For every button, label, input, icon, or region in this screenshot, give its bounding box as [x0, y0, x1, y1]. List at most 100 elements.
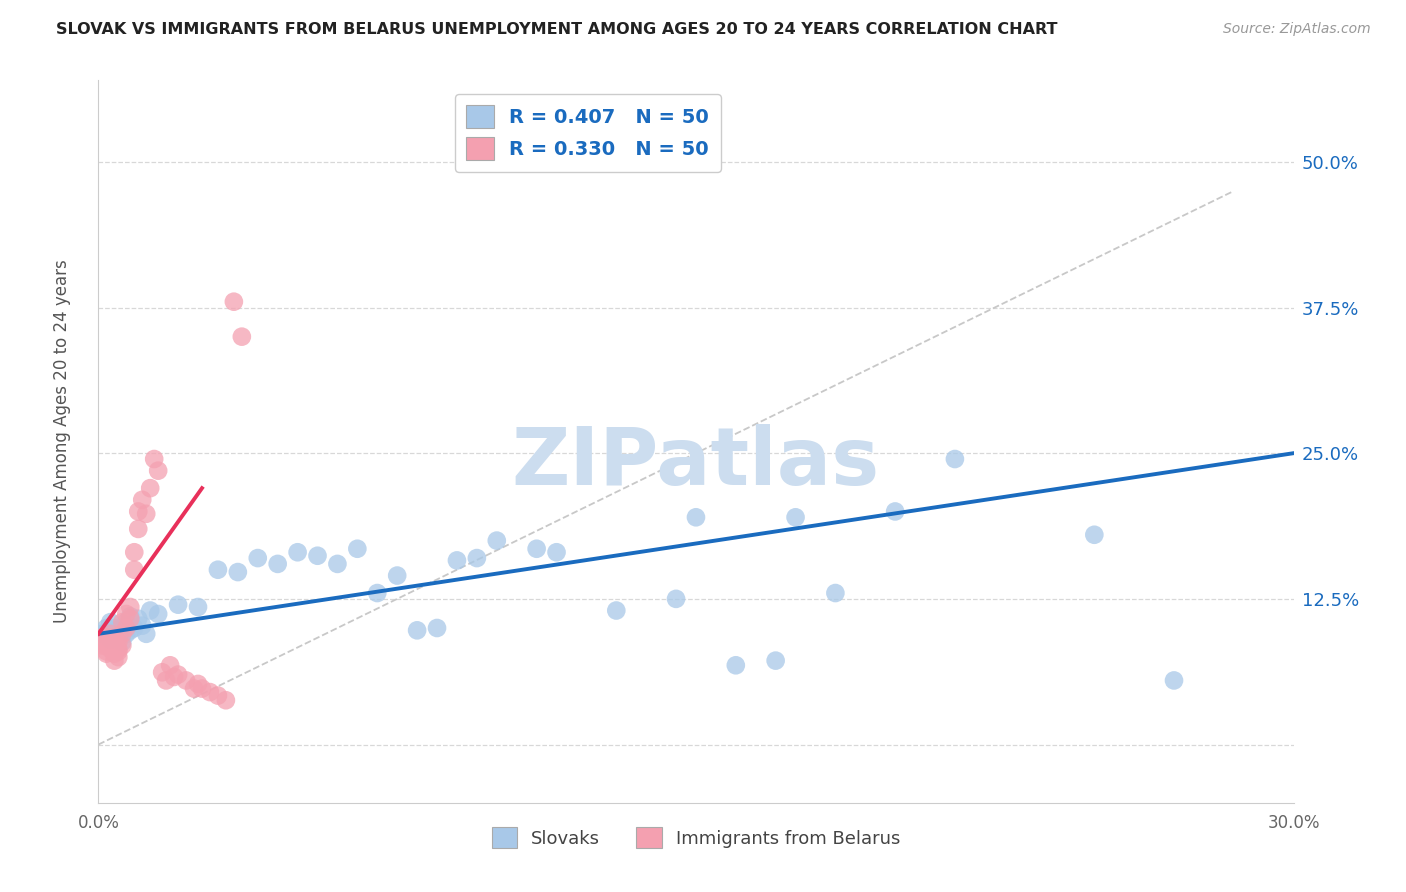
Point [148, 464, 170, 478]
Point [167, 598, 190, 612]
Point [91, 632, 114, 647]
Legend: Slovaks, Immigrants from Belarus: Slovaks, Immigrants from Belarus [481, 816, 911, 859]
Point [246, 551, 269, 566]
Point [163, 670, 186, 684]
Point [943, 452, 966, 467]
Point [131, 492, 153, 507]
Point [127, 612, 149, 626]
Point [287, 545, 309, 559]
Point [98, 615, 122, 630]
Point [103, 639, 125, 653]
Point [115, 607, 138, 621]
Point [96, 644, 118, 658]
Point [98, 642, 122, 657]
Point [139, 481, 162, 495]
Point [96, 621, 118, 635]
Point [765, 654, 787, 668]
Point [111, 615, 134, 630]
Point [115, 615, 138, 630]
Point [120, 600, 142, 615]
Point [406, 624, 429, 638]
Point [385, 568, 409, 582]
Point [139, 603, 162, 617]
Text: Source: ZipAtlas.com: Source: ZipAtlas.com [1223, 22, 1371, 37]
Point [226, 565, 249, 579]
Point [326, 557, 349, 571]
Point [174, 673, 197, 688]
Point [724, 658, 747, 673]
Point [111, 621, 134, 635]
Point [107, 650, 129, 665]
Point [111, 635, 134, 649]
Point [307, 549, 329, 563]
Point [167, 667, 190, 681]
Point [198, 685, 221, 699]
Text: ZIPatlas: ZIPatlas [512, 425, 880, 502]
Point [546, 545, 568, 559]
Point [107, 642, 129, 657]
Point [120, 624, 142, 638]
Point [150, 665, 173, 680]
Y-axis label: Unemployment Among Ages 20 to 24 years: Unemployment Among Ages 20 to 24 years [52, 260, 70, 624]
Point [183, 681, 205, 696]
Point [124, 621, 146, 635]
Point [446, 553, 468, 567]
Point [91, 639, 114, 653]
Point [103, 647, 125, 661]
Point [103, 627, 125, 641]
Point [103, 654, 125, 668]
Point [120, 609, 142, 624]
Point [96, 639, 118, 653]
Point [98, 632, 122, 647]
Point [115, 621, 138, 635]
Point [143, 452, 166, 467]
Point [267, 557, 290, 571]
Point [884, 504, 907, 518]
Point [98, 632, 122, 647]
Point [155, 673, 177, 688]
Point [131, 618, 153, 632]
Point [366, 586, 388, 600]
Point [111, 639, 134, 653]
Point [135, 627, 157, 641]
Point [107, 630, 129, 644]
Point [115, 627, 138, 641]
Point [222, 294, 245, 309]
Point [1083, 528, 1105, 542]
Point [785, 510, 807, 524]
Point [111, 627, 134, 641]
Point [148, 607, 170, 621]
Point [127, 504, 149, 518]
Point [485, 533, 508, 548]
Point [207, 563, 229, 577]
Point [107, 635, 129, 649]
Point [215, 693, 238, 707]
Point [120, 612, 142, 626]
Point [191, 681, 214, 696]
Point [98, 635, 122, 649]
Point [685, 510, 707, 524]
Point [107, 624, 129, 638]
Point [127, 522, 149, 536]
Point [124, 545, 146, 559]
Point [107, 644, 129, 658]
Point [98, 627, 122, 641]
Point [135, 507, 157, 521]
Point [346, 541, 368, 556]
Point [187, 600, 209, 615]
Point [96, 630, 118, 644]
Point [207, 689, 229, 703]
Point [91, 630, 114, 644]
Point [187, 677, 209, 691]
Point [526, 541, 548, 556]
Text: SLOVAK VS IMMIGRANTS FROM BELARUS UNEMPLOYMENT AMONG AGES 20 TO 24 YEARS CORRELA: SLOVAK VS IMMIGRANTS FROM BELARUS UNEMPL… [56, 22, 1057, 37]
Point [231, 329, 253, 343]
Point [465, 551, 488, 566]
Point [1163, 673, 1185, 688]
Point [96, 647, 118, 661]
Point [103, 630, 125, 644]
Point [605, 603, 627, 617]
Point [103, 621, 125, 635]
Point [124, 563, 146, 577]
Point [824, 586, 846, 600]
